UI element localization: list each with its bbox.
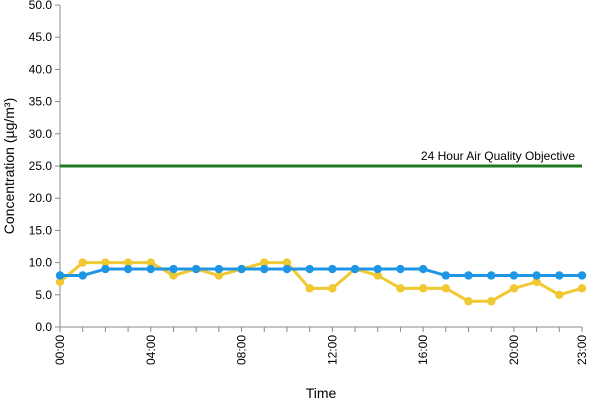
series-2-point [78, 271, 87, 280]
series-2-point [328, 264, 337, 274]
y-tick-label: 40.0 [29, 62, 53, 76]
series-1-point [123, 258, 133, 267]
series-2-point [55, 271, 65, 280]
series-1-point [55, 277, 65, 287]
series-1-point [101, 258, 110, 267]
series-2-point [464, 271, 473, 280]
series-1-point [260, 258, 269, 267]
series-2-point [577, 271, 587, 280]
series-2-line [60, 267, 582, 277]
series-1-point [532, 277, 541, 287]
series-2-point [555, 271, 564, 280]
series-2-point [396, 264, 405, 274]
series-2-point [282, 264, 292, 274]
series-2-point [123, 264, 133, 274]
series-1-point [487, 297, 496, 306]
series-2-point [214, 264, 224, 274]
series-2-point [305, 264, 314, 274]
reference-lines: 24 Hour Air Quality Objective [60, 149, 582, 168]
y-tick-label: 45.0 [29, 30, 53, 44]
series-2-point [237, 264, 246, 274]
y-tick-label: 20.0 [29, 191, 53, 205]
y-axis-title: Concentration (µg/m³) [1, 98, 17, 234]
y-tick-label: 10.0 [29, 256, 53, 270]
series-1-point [328, 284, 337, 293]
x-tick-label: 00:00 [53, 335, 67, 365]
y-axis-ticks: 0.0 5.0 10.0 15.0 20.0 25.0 30.0 35.0 40.0 45.0 50… [29, 0, 60, 334]
x-tick-label: 20:00 [507, 335, 521, 365]
series-2-point [373, 264, 382, 274]
y-tick-label: 30.0 [29, 127, 53, 141]
y-tick-label: 15.0 [29, 223, 53, 237]
series-2-point [169, 264, 178, 274]
x-tick-label: 04:00 [144, 335, 158, 365]
series-2-point [441, 271, 451, 280]
x-tick-label: 08:00 [235, 335, 249, 365]
y-tick-label: 0.0 [35, 320, 52, 334]
series-1-point [441, 284, 451, 293]
series-1-point [577, 284, 587, 293]
series-2-point [532, 271, 541, 280]
series-1-point [418, 284, 428, 293]
series-2-point [101, 264, 110, 274]
y-tick-label: 25.0 [29, 159, 53, 173]
series-2-point [418, 264, 428, 274]
series-1-point [169, 271, 178, 280]
series-2-point [191, 264, 201, 274]
series-1-point [464, 297, 473, 306]
series-2-point [487, 271, 496, 280]
x-tick-label: 23:00 [575, 335, 589, 365]
series-1-point [305, 284, 314, 293]
x-tick-label: 16:00 [416, 335, 430, 365]
series-1-point [396, 284, 405, 293]
series-2-point [350, 264, 360, 274]
y-tick-label: 5.0 [35, 288, 52, 302]
series-1-point [509, 284, 519, 293]
x-axis-ticks: 00:00 04:00 08:00 12:00 16:00 20:00 23:00 [53, 327, 589, 365]
y-tick-label: 50.0 [29, 0, 53, 12]
air-quality-objective-label: 24 Hour Air Quality Objective [421, 149, 575, 163]
series-2-point [509, 271, 519, 280]
series-1-point [555, 290, 564, 299]
series-2-point [260, 264, 269, 274]
y-tick-label: 35.0 [29, 95, 53, 109]
x-axis-title: Time [306, 385, 337, 400]
data-series [55, 258, 587, 306]
series-1-point [214, 271, 224, 280]
series-2-point [146, 264, 155, 274]
x-tick-label: 12:00 [325, 335, 339, 365]
series-1-point [78, 258, 87, 267]
series-1-point [146, 258, 155, 267]
series-1-point [282, 258, 292, 267]
series-1-point [373, 271, 382, 280]
